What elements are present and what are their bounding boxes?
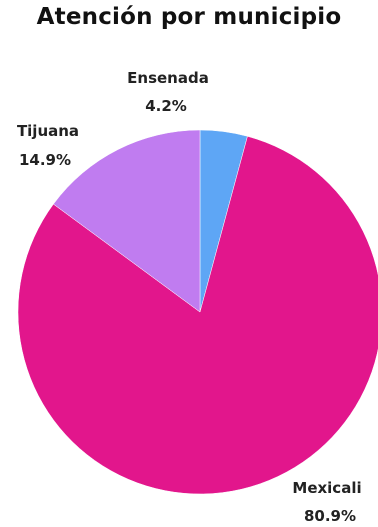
pie-slices [17,129,378,495]
slice-value-mexicali: 80.9% [304,507,356,525]
slice-label-mexicali: Mexicali [292,479,361,497]
slice-label-tijuana: Tijuana [17,122,79,140]
slice-value-tijuana: 14.9% [19,151,71,169]
pie-slice-tijuana [53,129,201,313]
chart-title: Atención por municipio [36,4,342,30]
slice-value-ensenada: 4.2% [145,97,187,115]
pie-labels: Ensenada 4.2% Tijuana 14.9% Mexicali 80.… [17,69,362,525]
pie-slice-mexicali [17,135,378,495]
slice-label-ensenada: Ensenada [127,69,209,87]
